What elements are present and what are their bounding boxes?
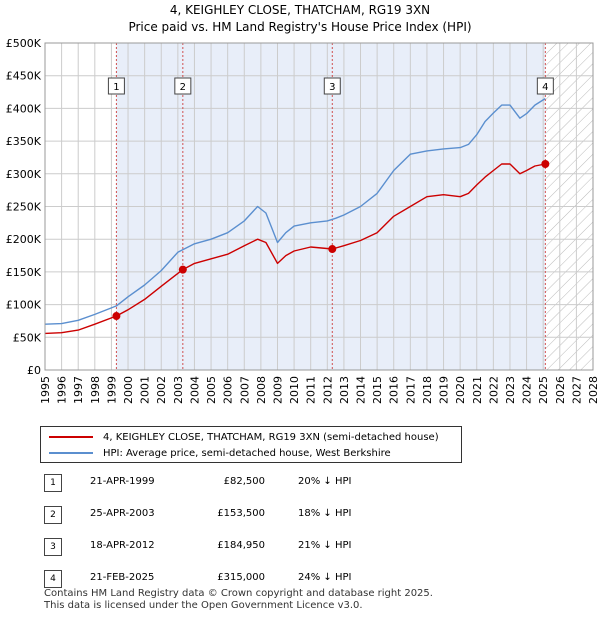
sale-point bbox=[112, 312, 121, 321]
x-tick-label: 2025 bbox=[537, 376, 550, 404]
x-tick-label: 2000 bbox=[122, 376, 135, 404]
x-tick-label: 2003 bbox=[172, 376, 185, 404]
sale-point bbox=[328, 245, 337, 254]
x-tick-label: 1998 bbox=[89, 376, 102, 404]
y-tick-label: £350K bbox=[6, 135, 42, 148]
price-chart: 1 2 3 4 £0 £50K £100K £150K £200K £250K £300K £350… bbox=[6, 37, 600, 404]
x-tick-label: 2006 bbox=[222, 376, 235, 404]
x-tick-label: 2009 bbox=[271, 376, 284, 404]
x-tick-label: 1996 bbox=[56, 376, 69, 404]
title-line-2: Price paid vs. HM Land Registry's House … bbox=[128, 20, 472, 34]
sale-hpi-diff: 18% ↓ HPI bbox=[298, 508, 352, 519]
footer-line-1: Contains HM Land Registry data © Crown c… bbox=[44, 588, 433, 599]
chart-title: 4, KEIGHLEY CLOSE, THATCHAM, RG19 3XN Pr… bbox=[0, 2, 600, 36]
footer-line-2: This data is licensed under the Open Gov… bbox=[44, 600, 363, 611]
x-tick-label: 2008 bbox=[255, 376, 268, 404]
sale-point bbox=[178, 265, 187, 274]
footer-attribution: Contains HM Land Registry data © Crown c… bbox=[44, 588, 433, 612]
x-tick-label: 2013 bbox=[338, 376, 351, 404]
y-tick-label: £0 bbox=[27, 364, 41, 377]
x-tick-label: 2022 bbox=[487, 376, 500, 404]
x-tick-label: 2012 bbox=[321, 376, 334, 404]
sale-price: £184,950 bbox=[217, 540, 265, 551]
sale-price: £153,500 bbox=[217, 508, 265, 519]
sale-number-badge: 3 bbox=[44, 538, 62, 556]
y-tick-label: £300K bbox=[6, 168, 42, 181]
sale-price: £82,500 bbox=[223, 476, 265, 487]
legend-swatch-blue bbox=[49, 452, 93, 454]
table-row: 1 21-APR-1999 £82,500 20% ↓ HPI bbox=[40, 474, 440, 492]
sale-hpi-diff: 21% ↓ HPI bbox=[298, 540, 352, 551]
x-tick-label: 1999 bbox=[105, 376, 118, 404]
x-tick-label: 2023 bbox=[504, 376, 517, 404]
plot-frame bbox=[44, 42, 594, 371]
x-tick-label: 2017 bbox=[404, 376, 417, 404]
sale-number-box bbox=[323, 77, 341, 95]
sale-date: 21-APR-1999 bbox=[90, 476, 155, 487]
sale-date: 21-FEB-2025 bbox=[90, 572, 155, 583]
sale-number-box bbox=[174, 77, 192, 95]
x-tick-label: 2002 bbox=[155, 376, 168, 404]
sale-price: £315,000 bbox=[217, 572, 265, 583]
legend-label-property: 4, KEIGHLEY CLOSE, THATCHAM, RG19 3XN (s… bbox=[103, 431, 439, 443]
x-tick-label: 1997 bbox=[72, 376, 85, 404]
x-tick-label: 2015 bbox=[371, 376, 384, 404]
x-tick-label: 2021 bbox=[471, 376, 484, 404]
x-tick-label: 2014 bbox=[355, 376, 368, 404]
y-tick-label: £150K bbox=[6, 266, 42, 279]
sale-hpi-diff: 20% ↓ HPI bbox=[298, 476, 352, 487]
sale-hpi-diff: 24% ↓ HPI bbox=[298, 572, 352, 583]
table-row: 4 21-FEB-2025 £315,000 24% ↓ HPI bbox=[40, 570, 440, 588]
x-tick-label: 2020 bbox=[454, 376, 467, 404]
legend-item-property: 4, KEIGHLEY CLOSE, THATCHAM, RG19 3XN (s… bbox=[41, 429, 439, 445]
x-tick-label: 2019 bbox=[438, 376, 451, 404]
x-tick-label: 2026 bbox=[554, 376, 567, 404]
sale-number-label: 3 bbox=[329, 82, 335, 93]
x-tick-label: 2004 bbox=[188, 376, 201, 404]
table-row: 2 25-APR-2003 £153,500 18% ↓ HPI bbox=[40, 506, 440, 524]
sale-number-box bbox=[107, 77, 125, 95]
x-tick-label: 2028 bbox=[587, 376, 600, 404]
legend-label-hpi: HPI: Average price, semi-detached house,… bbox=[103, 447, 391, 459]
x-tick-label: 2001 bbox=[139, 376, 152, 404]
x-tick-label: 2016 bbox=[388, 376, 401, 404]
sale-date: 25-APR-2003 bbox=[90, 508, 155, 519]
title-line-1: 4, KEIGHLEY CLOSE, THATCHAM, RG19 3XN bbox=[169, 3, 431, 17]
x-tick-label: 2005 bbox=[205, 376, 218, 404]
sale-number-label: 2 bbox=[180, 82, 186, 93]
x-tick-label: 2011 bbox=[305, 376, 318, 404]
sale-number-box bbox=[536, 77, 554, 95]
y-tick-label: £250K bbox=[6, 201, 42, 214]
x-tick-label: 2018 bbox=[421, 376, 434, 404]
sale-date: 18-APR-2012 bbox=[90, 540, 155, 551]
x-tick-label: 1995 bbox=[39, 376, 52, 404]
x-tick-label: 2010 bbox=[288, 376, 301, 404]
sale-number-label: 1 bbox=[113, 82, 119, 93]
hpi-series-line bbox=[44, 98, 546, 325]
x-tick-label: 2007 bbox=[238, 376, 251, 404]
y-tick-label: £200K bbox=[6, 233, 42, 246]
y-tick-label: £400K bbox=[6, 102, 42, 115]
y-tick-label: £450K bbox=[6, 70, 42, 83]
sale-number-badge: 4 bbox=[44, 570, 62, 588]
sale-number-badge: 1 bbox=[44, 474, 62, 492]
sale-number-badge: 2 bbox=[44, 506, 62, 524]
y-tick-label: £100K bbox=[6, 299, 42, 312]
sale-number-label: 4 bbox=[542, 82, 548, 93]
x-tick-label: 2027 bbox=[570, 376, 583, 404]
legend-swatch-red bbox=[49, 436, 93, 438]
legend: 4, KEIGHLEY CLOSE, THATCHAM, RG19 3XN (s… bbox=[40, 426, 462, 463]
sale-point bbox=[541, 159, 550, 168]
y-tick-label: £500K bbox=[6, 37, 42, 50]
legend-item-hpi: HPI: Average price, semi-detached house,… bbox=[41, 445, 391, 461]
y-tick-label: £50K bbox=[13, 331, 42, 344]
x-tick-label: 2024 bbox=[521, 376, 534, 404]
price-paid-series-line bbox=[44, 163, 546, 335]
table-row: 3 18-APR-2012 £184,950 21% ↓ HPI bbox=[40, 538, 440, 556]
